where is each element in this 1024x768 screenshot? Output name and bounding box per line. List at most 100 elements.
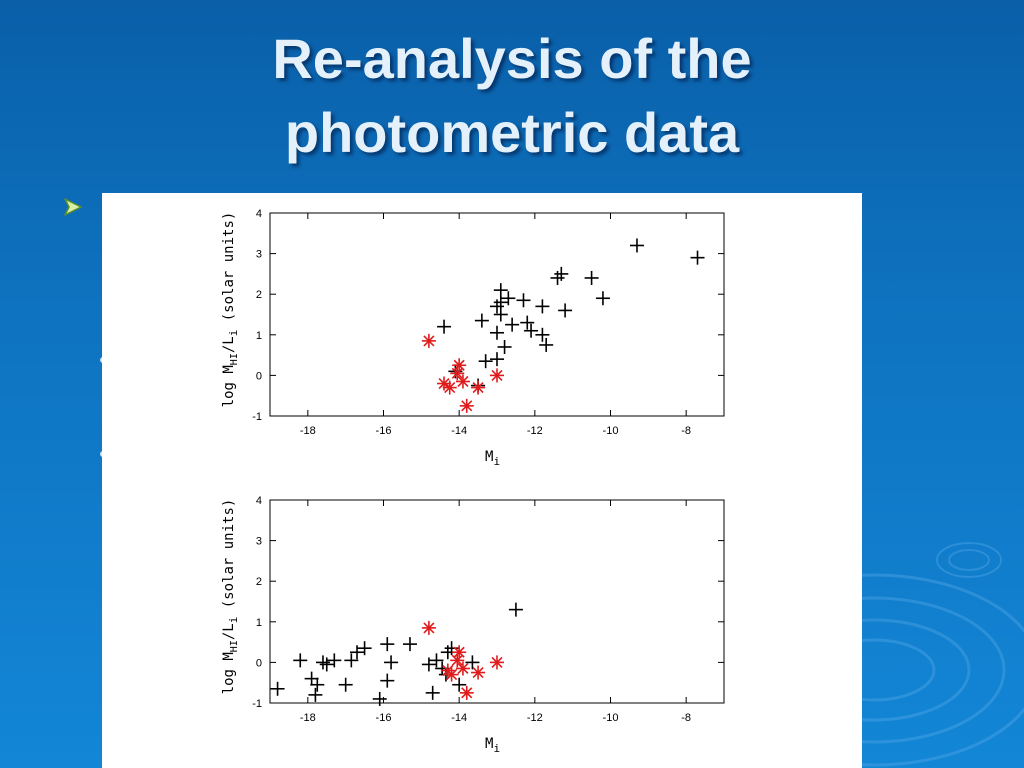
x-tick-label: -10 (603, 425, 619, 437)
y-tick-label: 2 (256, 576, 262, 588)
y-axis-label: log MHI/Li (solar units) (221, 499, 240, 695)
points-group (421, 238, 705, 413)
plus-point (429, 653, 444, 668)
plus-point (558, 303, 573, 318)
star-point (455, 661, 470, 676)
star-point (450, 653, 465, 668)
plus-point (497, 339, 512, 354)
plus-point (535, 327, 550, 342)
y-tick-label: 1 (256, 330, 262, 342)
y-tick-label: 3 (256, 249, 262, 261)
plus-point (402, 637, 417, 652)
plus-point (501, 291, 516, 306)
plus-point (516, 293, 531, 308)
plus-point (554, 266, 569, 281)
plus-point (437, 319, 452, 334)
y-tick-label: 4 (256, 208, 262, 220)
x-tick-label: -16 (376, 425, 392, 437)
plus-point (350, 645, 365, 660)
star-point (421, 620, 436, 635)
plus-point (338, 677, 353, 692)
plus-point (308, 687, 323, 702)
y-tick-label: 3 (256, 536, 262, 548)
plus-point (524, 323, 539, 338)
star-point (459, 685, 474, 700)
plus-point (380, 673, 395, 688)
plus-point (550, 270, 565, 285)
plus-point (421, 657, 436, 672)
x-tick-label: -14 (451, 425, 467, 437)
title-line-2: photometric data (284, 101, 740, 164)
y-tick-label: 0 (256, 657, 262, 669)
plus-point (304, 671, 319, 686)
plus-point (380, 637, 395, 652)
star-point (490, 368, 504, 383)
star-point (459, 398, 474, 413)
x-tick-label: -14 (451, 712, 467, 724)
plus-point (344, 653, 359, 668)
x-axis-label: Mi (485, 449, 500, 468)
plus-point (508, 602, 523, 617)
plus-point (493, 283, 508, 298)
plus-point (425, 685, 440, 700)
plus-point (690, 250, 705, 265)
star-point (452, 645, 467, 660)
y-axis-label: log MHI/Li (solar units) (221, 212, 240, 408)
x-axis-label: Mi (485, 736, 500, 755)
plus-point (493, 307, 508, 322)
star-point (471, 380, 486, 395)
star-point (444, 667, 459, 682)
x-tick-label: -18 (300, 712, 316, 724)
plus-point (293, 653, 308, 668)
plus-point (465, 655, 480, 670)
y-tick-label: -1 (252, 698, 262, 710)
plus-point (493, 295, 508, 310)
plot-frame (269, 212, 725, 417)
plus-point (595, 291, 610, 306)
plus-point (384, 655, 399, 670)
plus-point (319, 657, 334, 672)
star-point (442, 380, 457, 395)
star-point (421, 333, 436, 348)
plus-point (452, 677, 467, 692)
x-tick-label: -12 (527, 425, 543, 437)
y-tick-label: -1 (252, 411, 262, 423)
ripple-decoration (724, 542, 1024, 767)
plus-point (474, 313, 489, 328)
y-tick-label: 4 (256, 495, 262, 507)
x-tick-label: -16 (376, 712, 392, 724)
x-tick-label: -8 (681, 712, 691, 724)
plus-point (520, 315, 535, 330)
plus-point (490, 325, 504, 340)
title-line-1: Re-analysis of the (272, 27, 752, 90)
points-group (270, 602, 523, 706)
plus-point (372, 691, 387, 706)
plus-point (490, 352, 504, 367)
y-tick-label: 1 (256, 617, 262, 629)
star-point (452, 358, 467, 373)
slide-title: Re-analysis of the photometric data (0, 22, 1024, 170)
plus-point (629, 238, 644, 253)
figure-panel: -18 -16 -14 -12 -10 -8 -1 0 1 2 3 4 Mi log MHI/Li (… (102, 193, 862, 768)
plus-point (357, 641, 372, 656)
star-point (471, 665, 486, 680)
star-point (450, 366, 465, 381)
star-point (455, 374, 470, 389)
plus-point (539, 337, 554, 352)
y-tick-label: 2 (256, 289, 262, 301)
x-tick-label: -8 (681, 425, 691, 437)
x-tick-label: -18 (300, 425, 316, 437)
plus-point (270, 681, 285, 696)
plus-point (535, 299, 550, 314)
arrow-bullet-icon (64, 198, 82, 216)
plot-frame (269, 499, 725, 704)
plus-point (505, 317, 520, 332)
plus-point (584, 270, 599, 285)
x-tick-label: -10 (603, 712, 619, 724)
plus-point (478, 354, 493, 369)
plus-point (327, 653, 342, 668)
